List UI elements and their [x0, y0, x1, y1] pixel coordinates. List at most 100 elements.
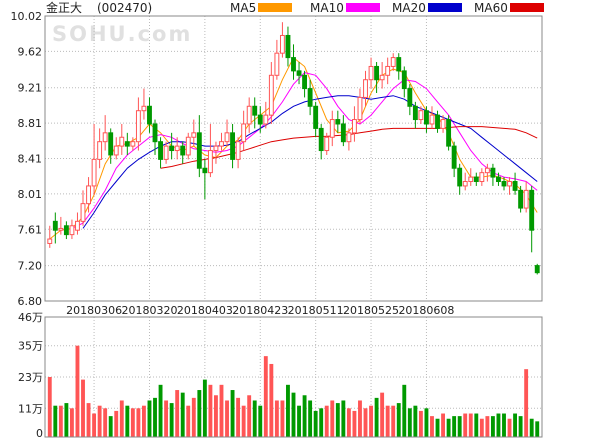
candle-body: [302, 74, 308, 90]
volume-bar: [335, 403, 340, 437]
candle-body: [401, 70, 407, 90]
candle: [169, 132, 175, 160]
candle: [363, 70, 368, 107]
volume-bar: [58, 405, 63, 437]
legend-swatch: [258, 3, 292, 12]
volume-bar: [153, 397, 157, 437]
volume-bar: [92, 413, 97, 437]
candle: [219, 132, 224, 151]
candle: [296, 62, 302, 85]
candle: [63, 221, 69, 240]
candle: [518, 185, 524, 213]
candle-body: [135, 110, 141, 143]
candle: [418, 106, 424, 124]
candle: [141, 88, 147, 120]
volume-bar: [490, 416, 495, 437]
volume-bar: [374, 397, 379, 437]
candle-body: [363, 79, 368, 98]
legend-item-ma20: MA20: [392, 1, 462, 15]
watermark: SOHU.com: [52, 22, 192, 46]
legend-label: MA10: [310, 1, 344, 15]
candle-body: [507, 181, 512, 187]
candle-body: [274, 52, 280, 76]
volume-bar: [136, 408, 141, 437]
candle: [435, 110, 440, 133]
candle-body: [340, 123, 346, 143]
candle: [58, 216, 64, 235]
candle: [108, 128, 114, 164]
candle-body: [75, 220, 80, 231]
candle-body: [424, 110, 429, 125]
volume-bar: [75, 345, 80, 437]
candle-body: [224, 132, 230, 143]
candle: [374, 62, 380, 94]
volume-bar: [241, 405, 246, 437]
candle: [202, 159, 208, 200]
volume-bar: [64, 403, 69, 437]
candle: [246, 97, 252, 133]
volume-bar: [324, 405, 329, 437]
legend-swatch: [428, 3, 462, 12]
volume-bar: [263, 356, 268, 437]
candle: [451, 141, 457, 178]
volume-bar: [452, 416, 457, 437]
volume-bar: [507, 418, 512, 437]
legend-item-ma10: MA10: [310, 1, 380, 15]
volume-bar: [496, 413, 501, 437]
volume-bar: [385, 405, 390, 437]
volume-bar: [225, 400, 229, 437]
volume-bars: [47, 345, 540, 437]
candle-body: [52, 220, 58, 231]
volume-bar: [474, 413, 479, 437]
candle: [462, 172, 468, 191]
candle-body: [80, 203, 86, 222]
candle: [130, 137, 136, 151]
candle: [185, 132, 191, 160]
candle-body: [374, 65, 380, 81]
candle: [401, 66, 407, 98]
candle-body: [291, 57, 296, 72]
candle-body: [86, 185, 91, 205]
candle-body: [462, 181, 468, 187]
volume-bar: [396, 403, 401, 437]
date-tick-label: 20180608: [398, 304, 454, 317]
candle: [119, 123, 125, 155]
date-x-axis: 20180306 20180320 20180403 20180423 20180511…: [66, 304, 454, 317]
candle: [473, 172, 479, 186]
volume-bar: [479, 418, 484, 437]
candle: [335, 110, 341, 133]
candle-body: [368, 65, 374, 81]
candle-body: [324, 136, 330, 152]
volume-bar: [269, 363, 274, 437]
volume-bar: [108, 416, 113, 437]
candle: [252, 97, 258, 129]
candle: [241, 110, 247, 151]
legend-label: MA20: [392, 1, 426, 15]
candle: [523, 181, 529, 213]
candle-body: [518, 189, 524, 209]
candle-body: [412, 105, 418, 121]
candle: [412, 101, 418, 129]
volume-bar: [219, 384, 224, 437]
candle: [196, 115, 202, 178]
volume-bar: [535, 421, 540, 437]
candle: [351, 106, 357, 142]
volume-panel: 46万 35万 23万 11万 0: [18, 311, 543, 440]
candle-body: [108, 132, 114, 156]
volume-bar: [352, 410, 357, 437]
volume-bar: [175, 390, 180, 437]
candle-body: [451, 145, 457, 169]
candle: [291, 44, 296, 80]
volume-bar: [513, 413, 518, 437]
candle: [490, 163, 496, 186]
price-tick-label: 9.21: [18, 82, 43, 95]
candle: [329, 110, 335, 147]
volume-bar: [286, 384, 290, 437]
candle-body: [296, 70, 302, 76]
candle: [263, 101, 269, 129]
candle: [124, 132, 130, 155]
volume-bar: [529, 418, 534, 437]
volume-bar: [457, 416, 462, 437]
date-tick-label: 20180306: [66, 304, 122, 317]
price-tick-label: 7.20: [18, 260, 43, 273]
